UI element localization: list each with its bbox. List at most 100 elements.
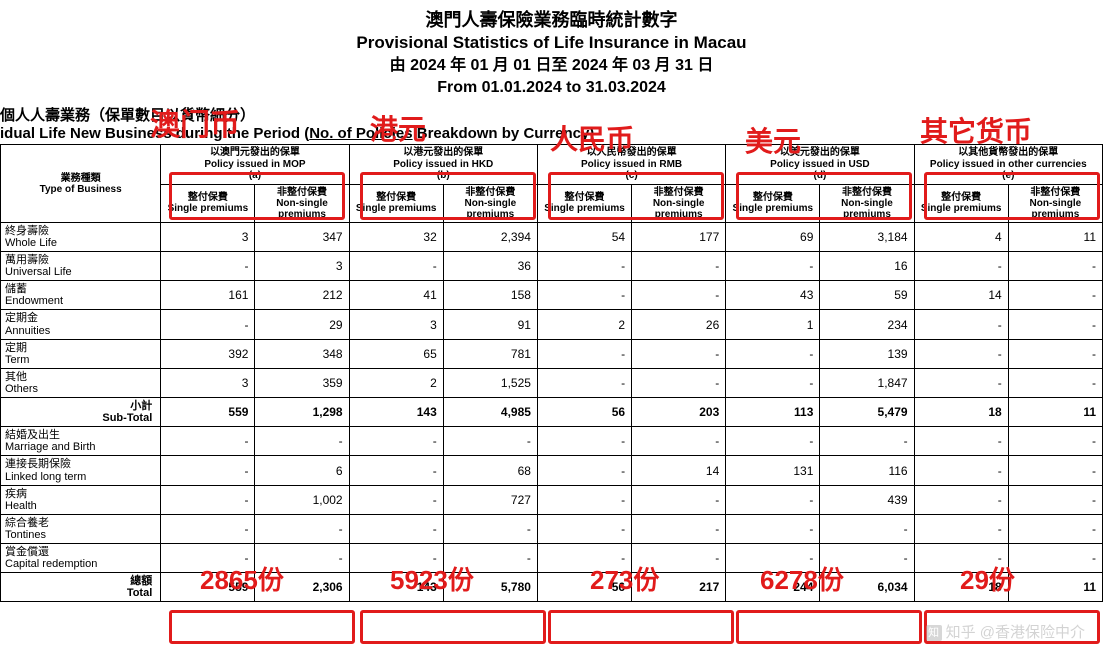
period-en: From 01.01.2024 to 31.03.2024	[0, 77, 1103, 99]
cell: -	[914, 339, 1008, 368]
g1en: Policy issued in HKD	[354, 159, 533, 171]
cell: -	[161, 427, 255, 456]
g2t: (c)	[542, 170, 721, 182]
cell: 14	[632, 456, 726, 485]
cell: 32	[349, 222, 443, 251]
page: 澳門人壽保險業務臨時統計數字 Provisional Statistics of…	[0, 0, 1103, 656]
cell: 4	[914, 222, 1008, 251]
cell: 54	[537, 222, 631, 251]
cell: 6	[255, 456, 349, 485]
zhihu-icon: 知	[926, 625, 942, 641]
annot-currency-label: 人民币	[550, 118, 634, 158]
cell: 559	[161, 398, 255, 427]
th-nonsingle: 非整付保費Non-single premiums	[443, 184, 537, 222]
cell: -	[349, 514, 443, 543]
cell: 2,394	[443, 222, 537, 251]
report-header: 澳門人壽保險業務臨時統計數字 Provisional Statistics of…	[0, 0, 1103, 98]
cell: 348	[255, 339, 349, 368]
cell: 2	[349, 368, 443, 397]
cell: 347	[255, 222, 349, 251]
annot-count-label: 273份	[590, 560, 659, 597]
cell: 5,479	[820, 398, 914, 427]
table-row: 定期金Annuities-293912261234--	[1, 310, 1103, 339]
cell: -	[349, 485, 443, 514]
cell: -	[1008, 281, 1102, 310]
cell: -	[632, 514, 726, 543]
row-label: 結婚及出生Marriage and Birth	[1, 427, 161, 456]
cell: 65	[349, 339, 443, 368]
cell: -	[537, 514, 631, 543]
watermark: 知知乎 @香港保险中介	[926, 621, 1085, 642]
cell: 139	[820, 339, 914, 368]
row-label: 萬用壽險Universal Life	[1, 252, 161, 281]
cell: 212	[255, 281, 349, 310]
g1cn: 以港元發出的保單	[354, 147, 533, 159]
cell: -	[161, 456, 255, 485]
row-label: 疾病Health	[1, 485, 161, 514]
cell: 41	[349, 281, 443, 310]
cell: -	[632, 281, 726, 310]
cell: -	[537, 252, 631, 281]
th-type-cn: 業務種類	[5, 173, 156, 184]
cell: 1,298	[255, 398, 349, 427]
cell: -	[349, 252, 443, 281]
cell: 3,184	[820, 222, 914, 251]
cell: -	[726, 252, 820, 281]
cell: 3	[161, 222, 255, 251]
cell: -	[914, 252, 1008, 281]
cell: 392	[161, 339, 255, 368]
cell: -	[820, 514, 914, 543]
period-cn: 由 2024 年 01 月 01 日至 2024 年 03 月 31 日	[0, 55, 1103, 77]
th-nonsingle: 非整付保費Non-single premiums	[820, 184, 914, 222]
cell: -	[1008, 514, 1102, 543]
cell: -	[1008, 252, 1102, 281]
cell: 1,002	[255, 485, 349, 514]
cell: 26	[632, 310, 726, 339]
th-single: 整付保費Single premiums	[726, 184, 820, 222]
cell: 203	[632, 398, 726, 427]
g4en: Policy issued in other currencies	[919, 159, 1098, 171]
cell: 131	[726, 456, 820, 485]
table-row: 結婚及出生Marriage and Birth----------	[1, 427, 1103, 456]
title-en: Provisional Statistics of Life Insurance…	[0, 32, 1103, 55]
table-row: 賞金償還Capital redemption----------	[1, 543, 1103, 572]
th-nonsingle: 非整付保費Non-single premiums	[1008, 184, 1102, 222]
cell: 69	[726, 222, 820, 251]
cell: 11	[1008, 222, 1102, 251]
cell: -	[255, 427, 349, 456]
table-row: 綜合養老Tontines----------	[1, 514, 1103, 543]
table-row: 總額Total5592,3061435,780562172446,0341811	[1, 573, 1103, 602]
cell: -	[726, 485, 820, 514]
annot-count-label: 6278份	[760, 560, 844, 597]
row-label: 總額Total	[1, 573, 161, 602]
annot-count-label: 2865份	[200, 560, 284, 597]
cell: -	[537, 281, 631, 310]
annot-total-box	[548, 610, 734, 644]
cell: -	[1008, 485, 1102, 514]
cell: -	[537, 427, 631, 456]
cell: -	[914, 514, 1008, 543]
cell: -	[726, 339, 820, 368]
cell: -	[161, 252, 255, 281]
table-row: 其他Others335921,525---1,847--	[1, 368, 1103, 397]
cell: -	[161, 310, 255, 339]
cell: -	[537, 339, 631, 368]
row-label: 定期金Annuities	[1, 310, 161, 339]
th-group-other: 以其他貨幣發出的保單 Policy issued in other curren…	[914, 145, 1102, 185]
th-group-mop: 以澳門元發出的保單 Policy issued in MOP (a)	[161, 145, 349, 185]
cell: 1	[726, 310, 820, 339]
cell: 29	[255, 310, 349, 339]
cell: -	[443, 427, 537, 456]
cell: 177	[632, 222, 726, 251]
cell: 18	[914, 398, 1008, 427]
cell: 14	[914, 281, 1008, 310]
cell: 3	[255, 252, 349, 281]
th-single: 整付保費Single premiums	[914, 184, 1008, 222]
title-cn: 澳門人壽保險業務臨時統計數字	[0, 8, 1103, 32]
cell: 3	[349, 310, 443, 339]
annot-count-label: 29份	[960, 560, 1015, 597]
row-label: 連接長期保險Linked long term	[1, 456, 161, 485]
cell: -	[161, 514, 255, 543]
cell: -	[632, 252, 726, 281]
cell: 359	[255, 368, 349, 397]
